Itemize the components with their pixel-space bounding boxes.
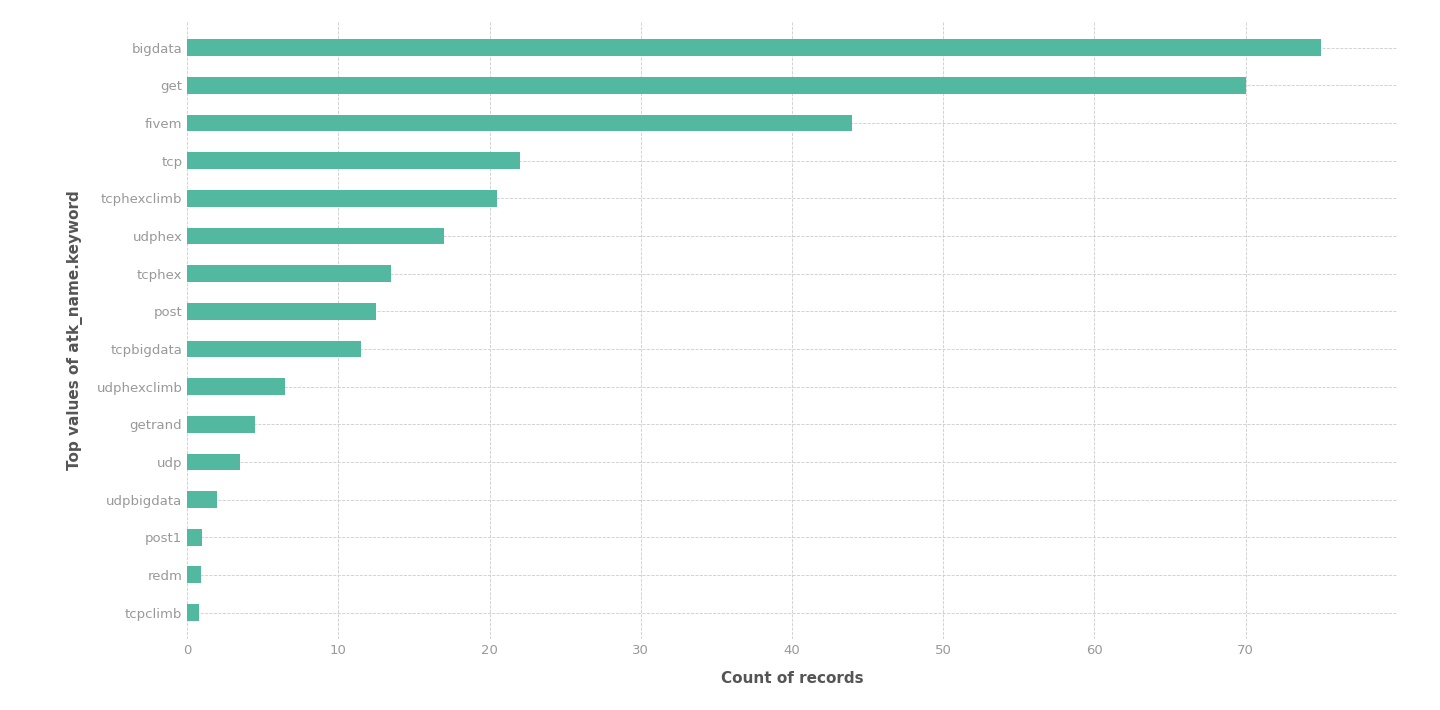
Bar [187,529,202,546]
Bar [187,77,1246,94]
Bar [187,378,285,395]
Bar [187,341,361,357]
Bar [187,567,200,584]
Bar [187,416,255,433]
Bar [187,39,1322,56]
Bar [187,454,240,471]
X-axis label: Count of records: Count of records [720,671,864,686]
Bar [187,491,217,508]
Bar [187,265,392,282]
Bar [187,190,497,207]
Bar [187,152,520,169]
Y-axis label: Top values of atk_name.keyword: Top values of atk_name.keyword [66,190,82,470]
Bar [187,604,199,621]
Bar [187,227,444,244]
Bar [187,303,376,320]
Bar [187,114,852,131]
